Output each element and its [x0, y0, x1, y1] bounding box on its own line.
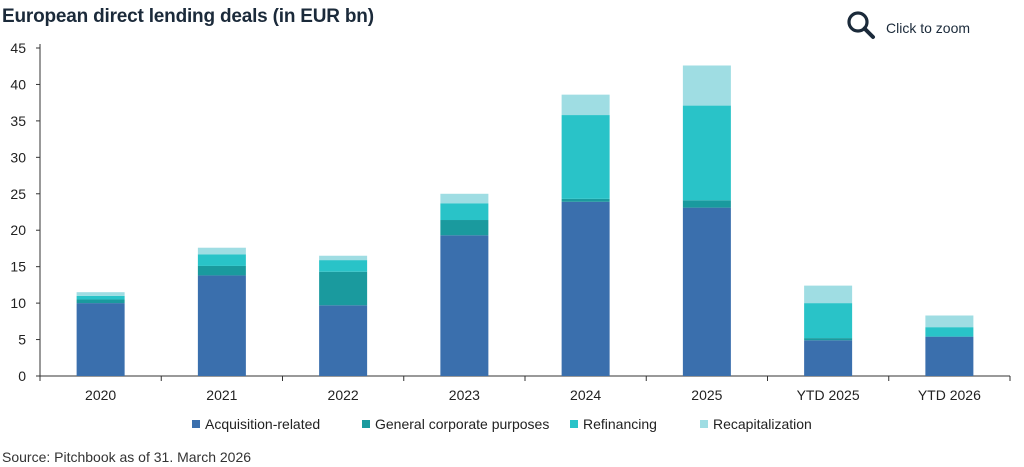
magnifier-icon — [846, 10, 876, 45]
y-tick-label: 20 — [10, 222, 26, 238]
legend-label: Recapitalization — [713, 416, 812, 432]
bar-segment — [804, 285, 853, 304]
y-tick-label: 25 — [10, 186, 26, 202]
x-tick-label: 2023 — [449, 387, 480, 403]
y-tick-label: 10 — [10, 295, 26, 311]
zoom-button[interactable]: Click to zoom — [846, 10, 970, 45]
bar-segment — [682, 200, 731, 208]
bar-segment — [804, 338, 853, 341]
x-tick-label: 2020 — [85, 387, 116, 403]
legend-swatch — [192, 420, 200, 428]
bar-segment — [197, 265, 246, 276]
bar-segment — [561, 201, 610, 376]
bar-segment — [197, 254, 246, 266]
bar-segment — [319, 260, 368, 272]
bar-segment — [682, 105, 731, 201]
x-tick-label: 2024 — [570, 387, 601, 403]
bar-segment — [925, 327, 974, 337]
x-tick-label: 2021 — [206, 387, 237, 403]
bar-segment — [440, 235, 489, 376]
bar-segment — [319, 305, 368, 376]
bar-segment — [76, 299, 125, 304]
bar-segment — [319, 255, 368, 261]
legend-swatch — [570, 420, 578, 428]
zoom-label: Click to zoom — [886, 19, 971, 36]
legend-swatch — [362, 420, 370, 428]
bar-segment — [804, 340, 853, 376]
legend-swatch — [700, 420, 708, 428]
bar-segment — [804, 303, 853, 339]
bar-segment — [561, 198, 610, 202]
y-tick-label: 15 — [10, 259, 26, 275]
bars — [76, 65, 974, 376]
legend: Acquisition-related General corporate pur… — [192, 416, 812, 432]
bar-segment — [440, 203, 489, 221]
x-tick-label: 2022 — [328, 387, 359, 403]
x-tick-label: YTD 2025 — [797, 387, 860, 403]
bar-segment — [925, 336, 974, 376]
bar-segment — [76, 292, 125, 296]
y-axis: 0 5 10 15 20 25 30 35 40 45 — [10, 40, 41, 384]
bar-segment — [682, 207, 731, 376]
bar-segment — [440, 220, 489, 236]
bar-segment — [76, 303, 125, 376]
y-tick-label: 40 — [10, 76, 26, 92]
bar-segment — [197, 275, 246, 376]
legend-label: Acquisition-related — [205, 416, 320, 432]
x-axis: 2020 2021 2022 2023 2024 2025 YTD 2025 YTD 2026 — [39, 375, 1011, 403]
y-tick-label: 5 — [18, 332, 26, 348]
legend-label: Refinancing — [583, 416, 657, 432]
x-tick-label: 2025 — [691, 387, 722, 403]
y-tick-label: 0 — [18, 368, 26, 384]
bar-segment — [197, 247, 246, 255]
bar-segment — [682, 65, 731, 106]
bar-segment — [440, 193, 489, 204]
chart-title: European direct lending deals (in EUR bn… — [2, 6, 374, 27]
bar-segment — [561, 115, 610, 199]
y-tick-label: 45 — [10, 40, 26, 56]
legend-label: General corporate purposes — [375, 416, 549, 432]
bar-segment — [319, 271, 368, 306]
bar-segment — [76, 295, 125, 300]
y-tick-label: 30 — [10, 149, 26, 165]
bar-segment — [925, 315, 974, 328]
bar-segment — [561, 94, 610, 116]
y-tick-label: 35 — [10, 113, 26, 129]
source-note: Source: Pitchbook as of 31. March 2026 — [2, 449, 252, 465]
x-tick-label: YTD 2026 — [918, 387, 981, 403]
